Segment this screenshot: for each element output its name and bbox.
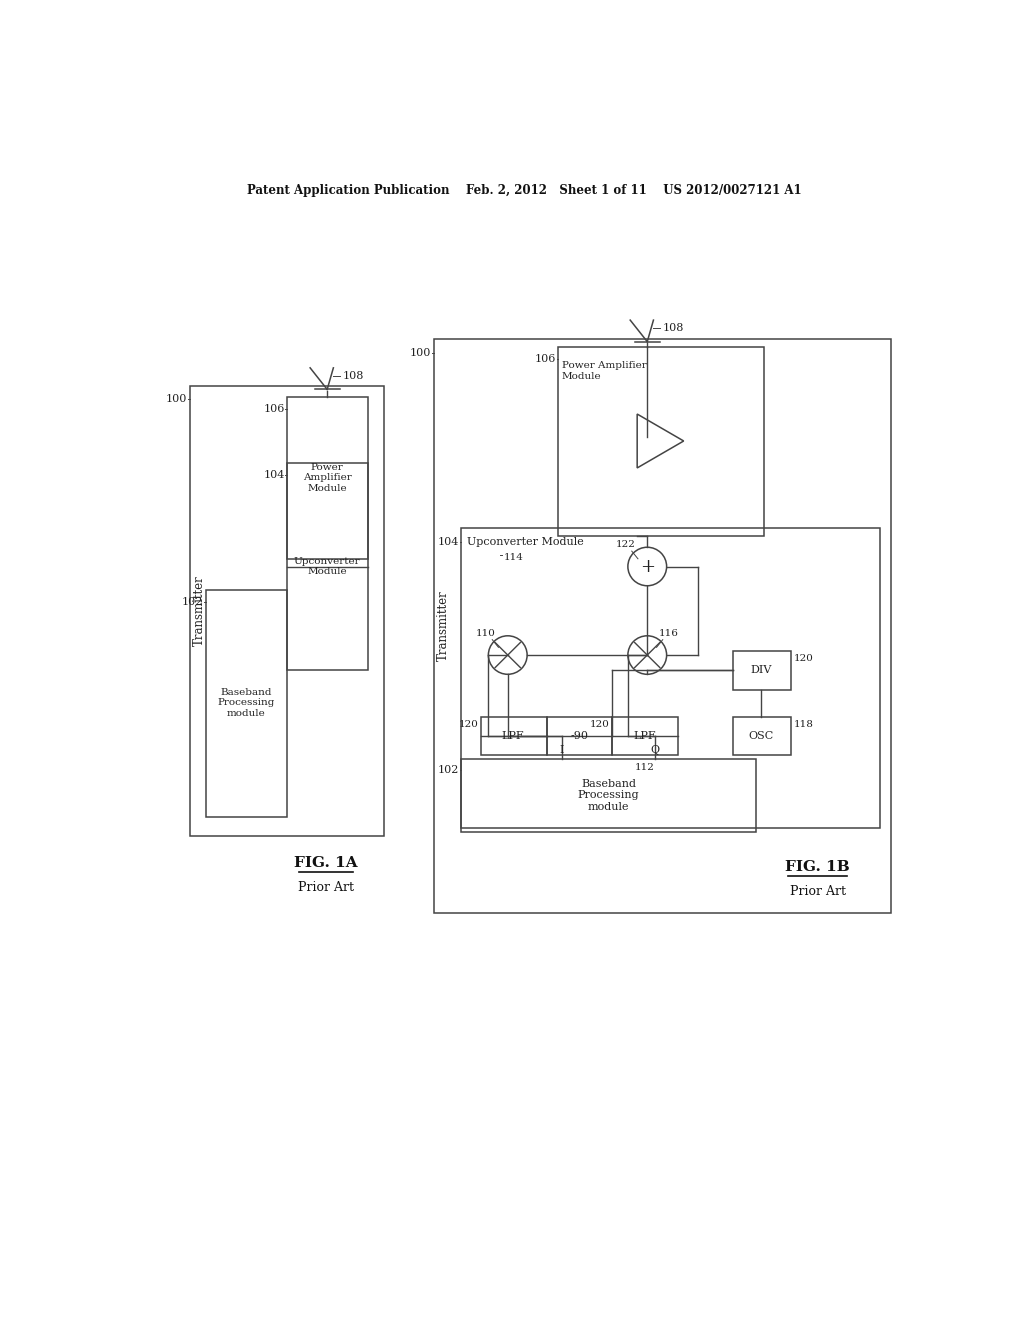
Bar [206, 590, 287, 817]
Bar [547, 717, 612, 755]
Bar [190, 385, 384, 836]
Text: 104: 104 [263, 470, 285, 480]
Bar [558, 347, 764, 536]
Text: 106: 106 [263, 404, 285, 414]
Text: FIG. 1B: FIG. 1B [785, 859, 850, 874]
Text: Baseband
Processing
module: Baseband Processing module [217, 688, 274, 718]
Text: 100: 100 [410, 348, 431, 358]
Bar [461, 759, 756, 832]
Text: 108: 108 [663, 323, 684, 333]
Text: Transmitter: Transmitter [437, 590, 450, 661]
Bar [434, 339, 891, 913]
Text: LPF: LPF [634, 731, 656, 741]
Text: Upconverter
Module: Upconverter Module [294, 557, 360, 577]
Text: 118: 118 [794, 719, 814, 729]
Text: 106: 106 [535, 354, 556, 364]
Text: Q: Q [650, 746, 659, 755]
Text: Baseband
Processing
module: Baseband Processing module [578, 779, 639, 812]
Bar [287, 397, 369, 558]
Text: 110: 110 [476, 630, 496, 638]
Text: Patent Application Publication    Feb. 2, 2012   Sheet 1 of 11    US 2012/002712: Patent Application Publication Feb. 2, 2… [248, 185, 802, 197]
Text: 120: 120 [794, 655, 814, 664]
Text: I: I [560, 746, 564, 755]
Text: DIV: DIV [751, 665, 772, 676]
Text: 102: 102 [182, 597, 203, 607]
Bar [732, 651, 791, 689]
Text: 102: 102 [437, 764, 459, 775]
Text: Power Amplifier
Module: Power Amplifier Module [562, 360, 647, 381]
Text: 116: 116 [659, 630, 679, 638]
Text: 104: 104 [437, 537, 459, 546]
Text: FIG. 1A: FIG. 1A [294, 855, 357, 870]
Text: OSC: OSC [749, 731, 774, 741]
Bar [732, 717, 791, 755]
Text: 112: 112 [635, 763, 655, 772]
Text: 120: 120 [459, 719, 478, 729]
Text: 120: 120 [590, 719, 610, 729]
Bar [480, 717, 547, 755]
Text: 100: 100 [166, 395, 187, 404]
Text: +: + [640, 557, 654, 576]
Text: Prior Art: Prior Art [298, 880, 353, 894]
Text: -90: -90 [570, 731, 588, 741]
Text: Transmitter: Transmitter [193, 576, 206, 645]
Text: LPF: LPF [502, 731, 524, 741]
Text: 108: 108 [343, 371, 365, 380]
Bar [461, 528, 880, 829]
Text: Prior Art: Prior Art [790, 884, 846, 898]
Text: 114: 114 [504, 553, 523, 562]
Text: Power
Amplifier
Module: Power Amplifier Module [303, 463, 351, 492]
Text: 122: 122 [615, 540, 636, 549]
Text: Upconverter Module: Upconverter Module [467, 537, 585, 546]
Bar [612, 717, 678, 755]
Bar [287, 462, 369, 671]
